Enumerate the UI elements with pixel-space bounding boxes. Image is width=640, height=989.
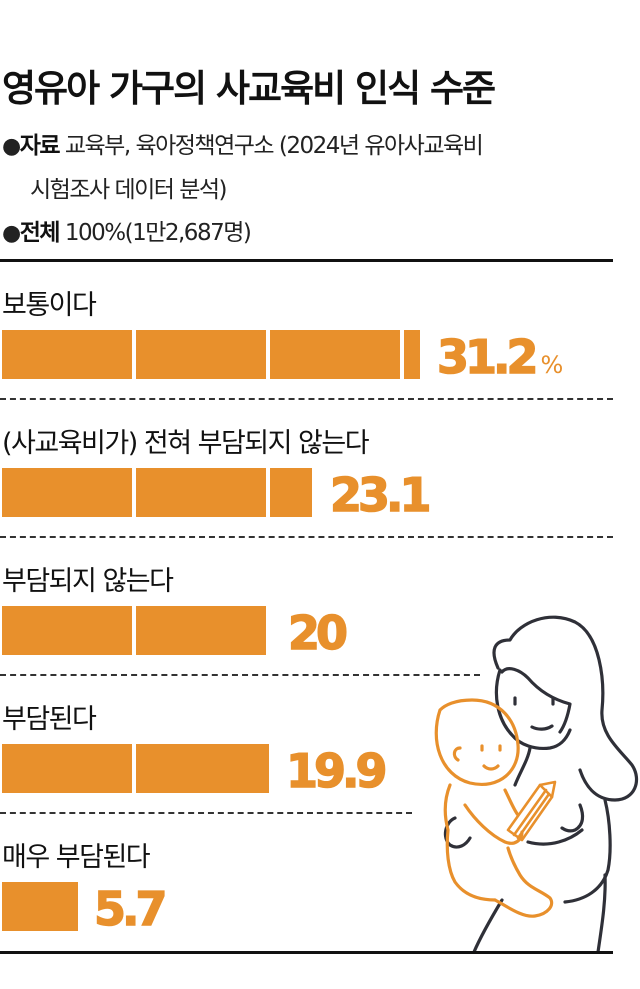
row-divider: [0, 674, 480, 676]
bullet-icon: ●: [2, 221, 21, 246]
row-label: (사교육비가) 전혀 부담되지 않는다: [2, 428, 370, 459]
value-label: 23.1: [329, 468, 432, 522]
bar-segment: [404, 330, 421, 379]
bottom-rule: [0, 951, 613, 954]
bar-segment: [136, 744, 269, 793]
bar: [2, 330, 424, 379]
row-label: 매우 부담된다: [2, 842, 151, 873]
total-text: 100%(1만2,687명): [64, 220, 252, 246]
bar-segment: [136, 468, 266, 517]
source-line: ●자료 교육부, 육아정책연구소 (2024년 유아사교육비: [2, 126, 484, 160]
value-label: 20: [287, 606, 349, 660]
pencil-icon: [506, 780, 557, 842]
value-label: 19.9: [285, 744, 388, 798]
row-label: 부담되지 않는다: [2, 566, 174, 597]
row-label: 보통이다: [2, 290, 97, 321]
baby-icon: [434, 698, 554, 918]
row-label: 부담된다: [2, 704, 97, 735]
bar-segment: [2, 744, 132, 793]
bar-segment: [2, 330, 132, 379]
bar-segment: [2, 606, 132, 655]
bar-segment: [136, 606, 266, 655]
source-label: 자료: [19, 133, 61, 159]
total-label: 전체: [19, 220, 61, 246]
bar: [2, 606, 270, 655]
row-divider: [0, 812, 412, 814]
bar-segment: [136, 330, 266, 379]
bar: [2, 468, 316, 517]
mother-baby-illustration: [434, 615, 638, 954]
total-line: ●전체 100%(1만2,687명): [2, 213, 252, 247]
source-line-2: 시험조사 데이터 분석): [30, 177, 228, 203]
percent-unit: %: [540, 351, 564, 379]
chart-title: 영유아 가구의 사교육비 인식 수준: [2, 67, 496, 110]
bar-segment: [270, 468, 312, 517]
bar-segment: [2, 882, 79, 931]
value-label: 5.7: [93, 882, 168, 936]
bar-segment: [270, 330, 400, 379]
row-divider: [0, 536, 613, 538]
bar: [2, 882, 82, 931]
bar-segment: [2, 468, 132, 517]
row-divider: [0, 398, 613, 400]
top-rule: [0, 259, 613, 262]
bullet-icon: ●: [2, 134, 21, 159]
bar: [2, 744, 273, 793]
value-label: 31.2%: [436, 330, 564, 384]
source-text: 교육부, 육아정책연구소 (2024년 유아사교육비: [64, 133, 484, 159]
